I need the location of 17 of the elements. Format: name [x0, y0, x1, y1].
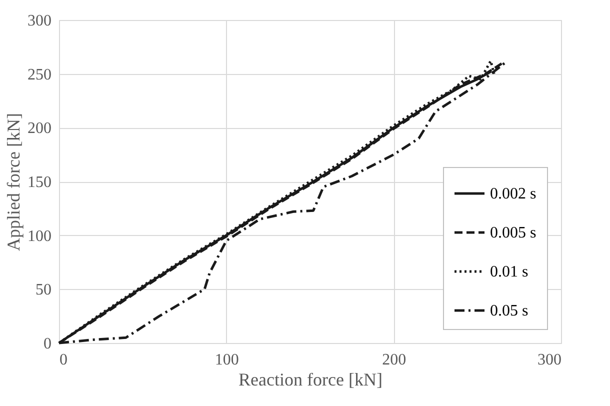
y-tick-label: 300 [28, 12, 52, 30]
y-tick-label: 150 [28, 174, 52, 191]
x-tick-label: 300 [538, 352, 562, 368]
x-tick-label: 100 [214, 352, 239, 368]
y-tick-label: 50 [36, 282, 52, 299]
y-tick-label: 100 [28, 228, 52, 245]
x-tick-label: 0 [60, 352, 68, 368]
x-tick-label: 200 [382, 352, 406, 368]
y-tick-label: 250 [28, 66, 52, 84]
y-tick-label: 0 [44, 336, 52, 352]
y-tick-label: 200 [28, 120, 52, 138]
legend-label: 0.005 s [490, 224, 536, 242]
legend-label: 0.01 s [490, 264, 528, 280]
legend-label: 0.05 s [490, 302, 528, 320]
x-axis-title: Reaction force [kN] [238, 370, 382, 390]
y-axis-title: Applied force [kN] [4, 113, 24, 251]
legend-label: 0.002 s [490, 186, 536, 202]
